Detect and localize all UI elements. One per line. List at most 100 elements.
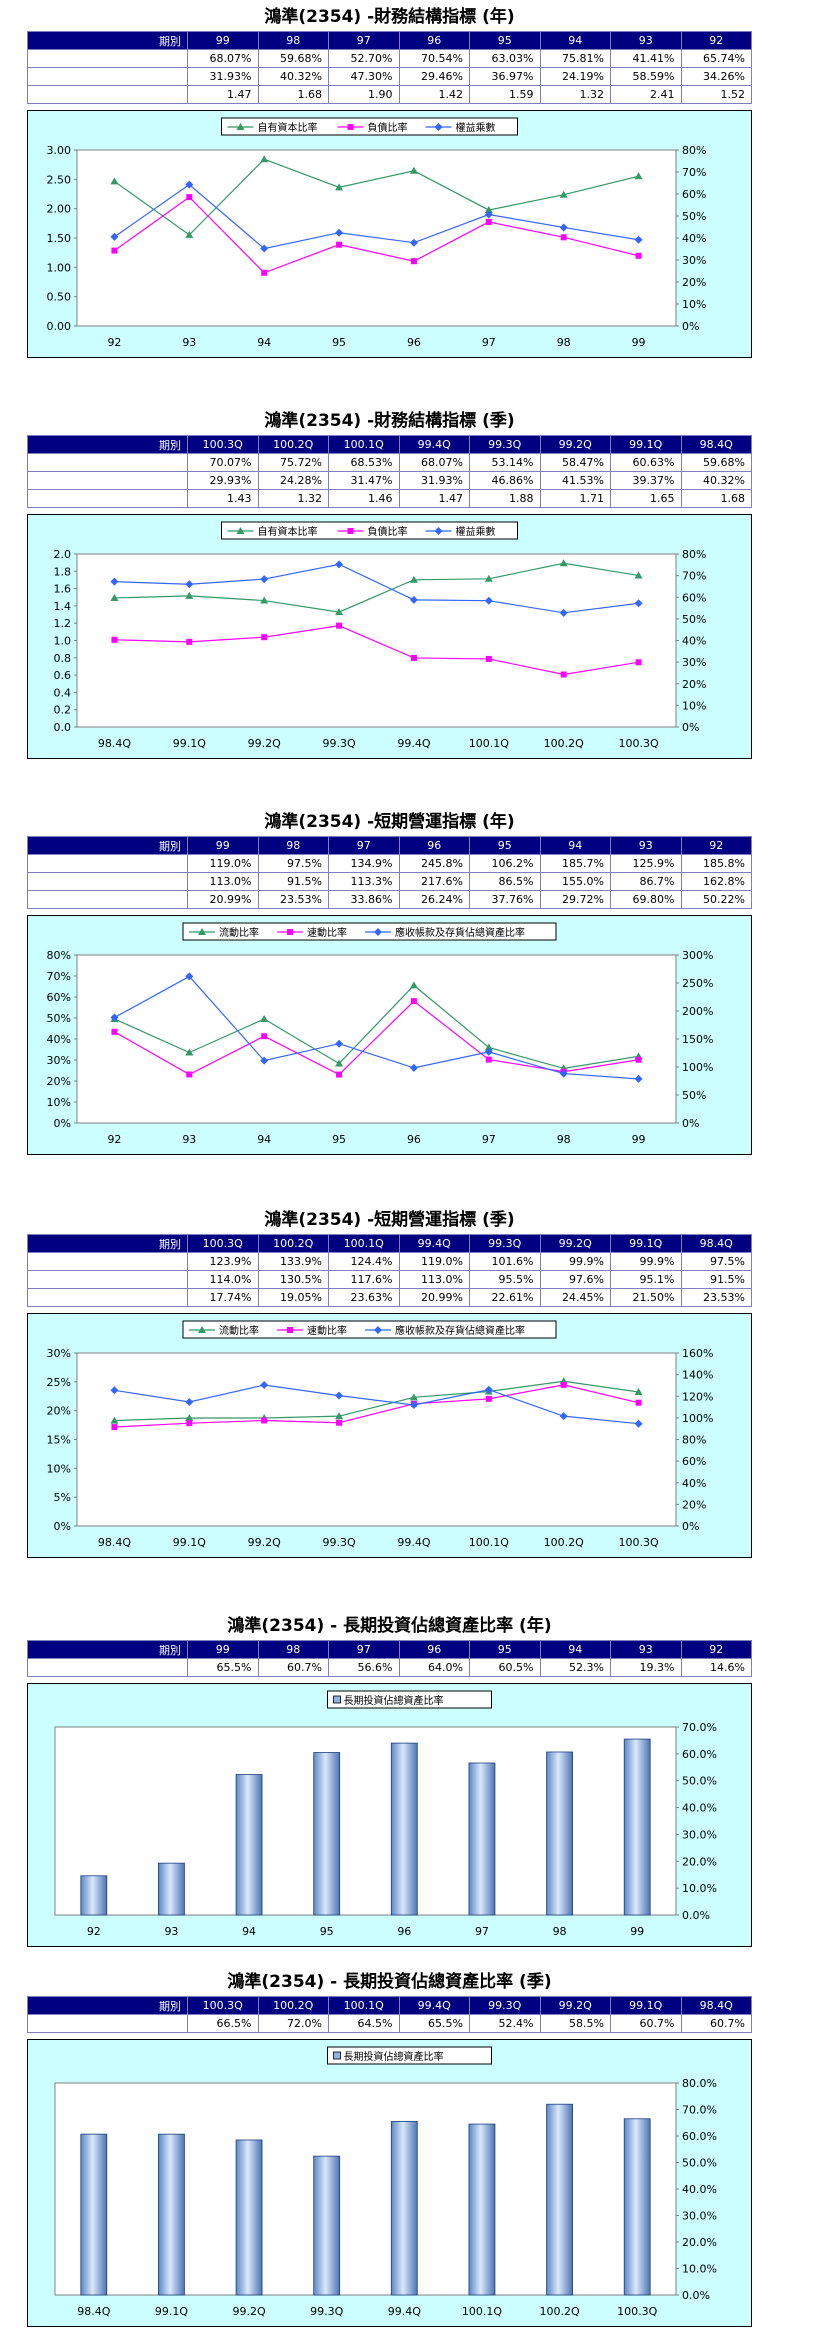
data-point xyxy=(560,671,567,678)
right-axis-tick-label: 80% xyxy=(682,548,706,561)
right-axis: 0% 20% 40% 60% 80% 100% 120% 140% 160% xyxy=(676,1347,713,1533)
chart: 0% 5% 10% 15% 20% 25% 30% 0% 20% 40% 60% 80% 100% 120… xyxy=(27,1313,752,1558)
table-cell: 52.70% xyxy=(328,49,400,68)
legend-item: 速動比率 xyxy=(277,926,347,939)
right-axis-tick-label: 150% xyxy=(682,1033,713,1046)
series-line xyxy=(114,158,639,236)
series-line xyxy=(114,975,639,1080)
table-cell: 66.5% xyxy=(187,2014,259,2033)
series-line xyxy=(114,563,639,614)
x-axis-tick-label: 99.2Q xyxy=(248,1536,281,1549)
left-axis-tick-label: 0.8 xyxy=(54,652,72,665)
x-axis-tick-label: 92 xyxy=(87,1925,101,1938)
period-header-cell: 100.3Q xyxy=(187,1234,259,1253)
line-series xyxy=(111,622,642,678)
data-point xyxy=(260,1015,269,1023)
right-axis-tick-label: 0% xyxy=(682,1520,699,1533)
data-table: 期別 100.3Q 100.2Q 100.1Q 99.4Q 99.3Q 99.2Q 99.1Q… xyxy=(27,1234,752,1307)
left-axis: 0.0 0.2 0.4 0.6 0.8 1.0 1.2 1.4 1.6 1.8 2.0 xyxy=(54,548,77,734)
legend-label: 負債比率 xyxy=(368,121,408,134)
right-axis-tick-label: 40% xyxy=(682,232,706,245)
bar xyxy=(546,2103,573,2296)
data-point xyxy=(111,1028,118,1035)
table-header-row: 期別 99 98 97 96 95 94 93 92 xyxy=(27,31,752,50)
chart: 0.0% 10.0% 20.0% 30.0% 40.0% 50.0% 60.0% 70.0% 9… xyxy=(27,1683,752,1947)
left-axis-tick-label: 40% xyxy=(47,1033,71,1046)
plot-area xyxy=(54,1726,677,1916)
table-cell: 99.9% xyxy=(610,1252,682,1271)
data-point xyxy=(485,655,492,662)
x-axis-tick-label: 95 xyxy=(320,1925,334,1938)
legend-item: 流動比率 xyxy=(189,926,259,939)
right-axis: 0% 10% 20% 30% 40% 50% 60% 70% 80% xyxy=(676,144,706,333)
data-point xyxy=(409,238,418,247)
legend-label: 長期投資佔總資產比率 xyxy=(344,2050,444,2063)
x-axis-tick-label: 93 xyxy=(182,336,196,349)
left-axis-tick-label: 20% xyxy=(47,1405,71,1418)
period-header-cell: 99.3Q xyxy=(469,1996,541,2015)
table-cell: 72.0% xyxy=(257,2014,329,2033)
series-line xyxy=(114,984,639,1070)
legend: 流動比率 速動比率 應收帳款及存貨佔總資產比率 xyxy=(182,922,557,941)
table-cell: 117.6% xyxy=(328,1270,400,1289)
table-cell: 59.68% xyxy=(257,49,329,68)
data-point xyxy=(261,269,268,276)
table-cell: 1.88 xyxy=(469,489,541,508)
table-cell: 97.5% xyxy=(680,1252,752,1271)
bar xyxy=(390,1742,418,1916)
data-point xyxy=(335,560,344,569)
left-axis-tick-label: 0.6 xyxy=(54,669,72,682)
period-header-label: 期別 xyxy=(27,435,188,454)
data-point xyxy=(185,1048,194,1056)
section-short-term-operation-quarterly: 鴻準(2354) -短期營運指標 (季) 期別 100.3Q 100.2Q 100.1… xyxy=(27,1206,752,1558)
data-point xyxy=(110,593,119,601)
data-point xyxy=(409,166,418,174)
right-axis-tick-label: 60.0% xyxy=(682,2130,717,2143)
series-line xyxy=(114,183,639,250)
x-axis-tick-label: 99 xyxy=(630,1925,644,1938)
right-axis-tick-label: 120% xyxy=(682,1390,713,1403)
data-point xyxy=(409,981,418,989)
data-point xyxy=(336,1419,343,1426)
left-axis-tick-label: 1.4 xyxy=(54,600,72,613)
x-axis-tick-label: 100.3Q xyxy=(618,1536,658,1549)
data-point xyxy=(110,1013,119,1022)
bar xyxy=(313,1752,341,1916)
right-axis-tick-label: 70% xyxy=(682,166,706,179)
legend-label: 速動比率 xyxy=(307,1324,347,1337)
legend-label: 長期投資佔總資產比率 xyxy=(344,1694,444,1707)
data-point xyxy=(484,1385,493,1394)
right-axis-tick-label: 0.0% xyxy=(682,1909,710,1922)
table-cell: 91.5% xyxy=(680,1270,752,1289)
table-cell: 29.72% xyxy=(539,890,611,909)
left-axis-tick-label: 0.4 xyxy=(54,686,72,699)
period-header-cell: 97 xyxy=(328,31,400,50)
row-label: 自有資本比率 xyxy=(27,453,188,472)
left-axis-tick-label: 5% xyxy=(54,1491,71,1504)
table-cell: 86.5% xyxy=(469,872,541,891)
row-label: 應收帳款及存貨佔總資產比率 xyxy=(27,1288,188,1307)
period-header-cell: 99.4Q xyxy=(398,1996,470,2015)
left-axis-tick-label: 0% xyxy=(54,1520,71,1533)
table-cell: 75.72% xyxy=(257,453,329,472)
table-cell: 68.07% xyxy=(398,453,470,472)
legend-item: 長期投資佔總資產比率 xyxy=(333,1694,444,1707)
section-financial-structure-annual: 鴻準(2354) -財務結構指標 (年) 期別 99 98 97 96 95 94 93 92 自… xyxy=(27,3,752,358)
section-long-term-investment-annual: 鴻準(2354) - 長期投資佔總資產比率 (年) 期別 99 98 97 96 95 94… xyxy=(27,1612,752,1947)
data-table-wrapper: 期別 100.3Q 100.2Q 100.1Q 99.4Q 99.3Q 99.2Q 99.1Q… xyxy=(27,1234,752,1307)
left-axis-tick-label: 1.8 xyxy=(54,565,72,578)
table-cell: 1.43 xyxy=(187,489,259,508)
left-axis-tick-label: 0% xyxy=(54,1117,71,1130)
table-row: 權益乘數 1.47 1.68 1.90 1.42 1.59 1.32 2.41 1.52 xyxy=(27,85,752,104)
right-axis-tick-label: 0% xyxy=(682,320,699,333)
table-cell: 52.3% xyxy=(539,1658,611,1677)
table-cell: 47.30% xyxy=(328,67,400,86)
right-axis-tick-label: 40.0% xyxy=(682,2183,717,2196)
table-cell: 113.0% xyxy=(187,872,259,891)
data-point xyxy=(110,1386,119,1395)
legend-marker xyxy=(374,928,382,936)
period-header-cell: 97 xyxy=(328,1640,400,1659)
data-point xyxy=(335,183,344,191)
right-axis-tick-label: 160% xyxy=(682,1347,713,1360)
table-cell: 68.07% xyxy=(187,49,259,68)
